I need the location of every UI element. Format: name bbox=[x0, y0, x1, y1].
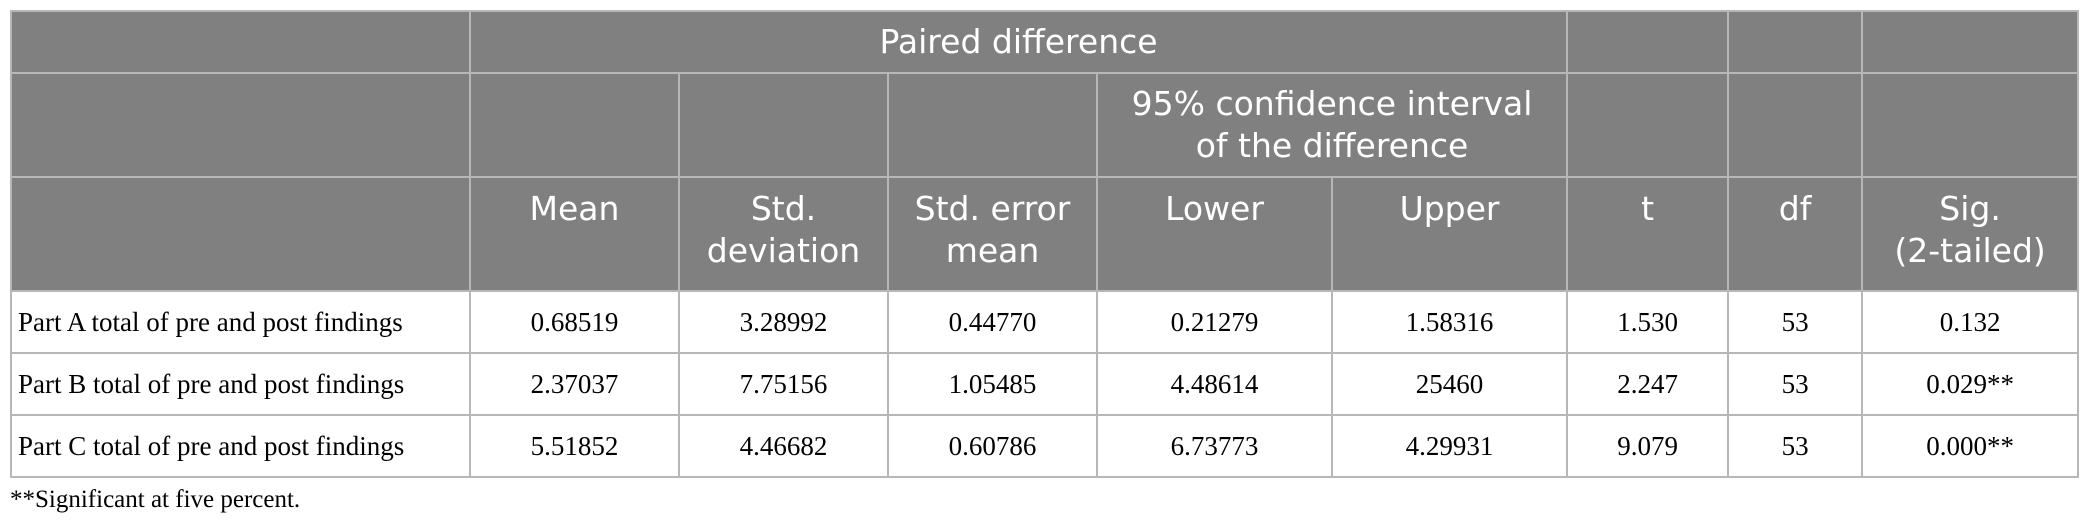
cell-upper: 25460 bbox=[1330, 352, 1569, 416]
cell-upper: 1.58316 bbox=[1330, 290, 1569, 354]
header-empty-cell bbox=[1727, 10, 1864, 74]
cell-std-error-mean: 1.05485 bbox=[887, 352, 1098, 416]
paired-samples-table-container: Paired difference 95% confidence interva… bbox=[10, 10, 2080, 478]
header-std-error-mean: Std. error mean bbox=[887, 176, 1098, 292]
cell-df: 53 bbox=[1727, 290, 1864, 354]
cell-sig: 0.029** bbox=[1861, 352, 2080, 416]
row-label: Part A total of pre and post findings bbox=[10, 290, 471, 354]
cell-lower: 4.48614 bbox=[1096, 352, 1333, 416]
header-empty-cell bbox=[1727, 72, 1864, 178]
header-empty-cell bbox=[10, 10, 471, 74]
cell-t: 2.247 bbox=[1566, 352, 1730, 416]
row-label: Part B total of pre and post findings bbox=[10, 352, 471, 416]
cell-std-deviation: 3.28992 bbox=[678, 290, 889, 354]
header-empty-cell bbox=[887, 72, 1098, 178]
table-row: Part A total of pre and post findings 0.… bbox=[10, 290, 2080, 354]
header-empty-cell bbox=[1566, 72, 1730, 178]
header-empty-cell bbox=[678, 72, 889, 178]
ci-line-1: 95% confidence interval bbox=[1131, 84, 1533, 123]
cell-upper: 4.29931 bbox=[1330, 414, 1569, 478]
cell-lower: 0.21279 bbox=[1096, 290, 1333, 354]
header-std-deviation: Std. deviation bbox=[678, 176, 889, 292]
header-empty-cell bbox=[1861, 10, 2080, 74]
header-empty-cell bbox=[10, 72, 471, 178]
ci-line-2: of the difference bbox=[1195, 126, 1469, 165]
cell-t: 1.530 bbox=[1566, 290, 1730, 354]
header-confidence-interval: 95% confidence interval of the differenc… bbox=[1095, 72, 1569, 178]
table-row: Part C total of pre and post findings 5.… bbox=[10, 414, 2080, 478]
sig-line-2: (2-tailed) bbox=[1894, 231, 2046, 270]
header-empty-cell bbox=[1861, 72, 2080, 178]
header-sig: Sig. (2-tailed) bbox=[1861, 176, 2080, 292]
cell-std-deviation: 7.75156 bbox=[678, 352, 889, 416]
cell-mean: 2.37037 bbox=[469, 352, 680, 416]
cell-std-deviation: 4.46682 bbox=[678, 414, 889, 478]
header-row-3: Mean Std. deviation Std. error mean Lowe… bbox=[10, 176, 2080, 292]
header-empty-cell bbox=[1566, 10, 1730, 74]
header-upper: Upper bbox=[1330, 176, 1569, 292]
header-empty-cell bbox=[469, 72, 680, 178]
std-err-line-1: Std. error bbox=[914, 189, 1071, 228]
sig-line-1: Sig. bbox=[1939, 189, 2001, 228]
cell-std-error-mean: 0.44770 bbox=[887, 290, 1098, 354]
std-dev-line-2: deviation bbox=[706, 231, 861, 270]
cell-mean: 0.68519 bbox=[469, 290, 680, 354]
table-row: Part B total of pre and post findings 2.… bbox=[10, 352, 2080, 416]
header-row-2: 95% confidence interval of the differenc… bbox=[10, 72, 2080, 178]
cell-lower: 6.73773 bbox=[1096, 414, 1333, 478]
paired-samples-table: Paired difference 95% confidence interva… bbox=[10, 10, 2080, 478]
std-dev-line-1: Std. bbox=[750, 189, 817, 228]
header-lower: Lower bbox=[1096, 176, 1333, 292]
header-paired-difference: Paired difference bbox=[468, 10, 1569, 74]
header-empty-cell bbox=[10, 176, 471, 292]
header-row-1: Paired difference bbox=[10, 10, 2080, 74]
cell-std-error-mean: 0.60786 bbox=[887, 414, 1098, 478]
header-df: df bbox=[1727, 176, 1864, 292]
header-t: t bbox=[1566, 176, 1730, 292]
row-label: Part C total of pre and post findings bbox=[10, 414, 471, 478]
footnote: **Significant at five percent. bbox=[10, 486, 301, 513]
cell-t: 9.079 bbox=[1566, 414, 1730, 478]
cell-sig: 0.132 bbox=[1861, 290, 2080, 354]
cell-mean: 5.51852 bbox=[469, 414, 680, 478]
cell-df: 53 bbox=[1727, 352, 1864, 416]
header-mean: Mean bbox=[469, 176, 680, 292]
cell-df: 53 bbox=[1727, 414, 1864, 478]
std-err-line-2: mean bbox=[945, 231, 1040, 270]
cell-sig: 0.000** bbox=[1861, 414, 2080, 478]
